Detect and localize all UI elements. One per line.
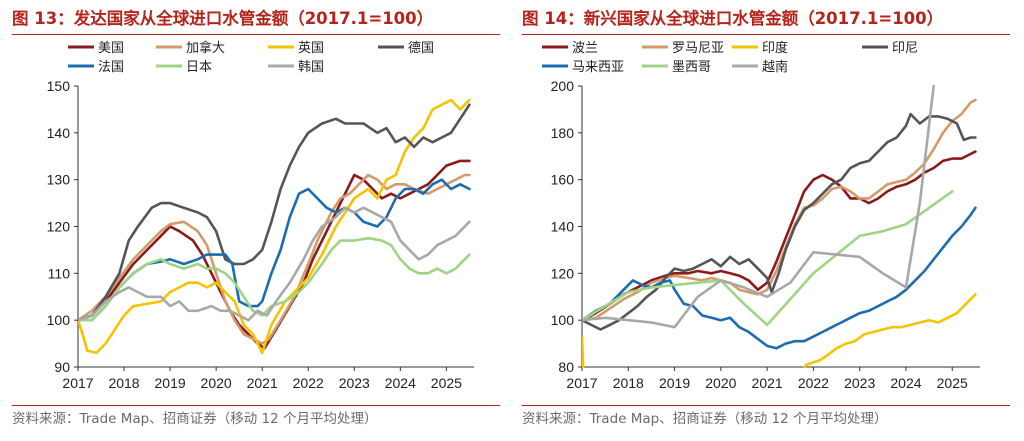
- source-note: 资料来源：Trade Map、招商证券（移动 12 个月平均处理）: [12, 411, 378, 427]
- chart-panel-emerging: 图 14：新兴国家从全球进口水管金额（2017.1=100） 80 100 120 1…: [522, 0, 1012, 441]
- y-tick-label: 100: [47, 312, 71, 328]
- chart-title: 图 13：发达国家从全球进口水管金额（2017.1=100）: [12, 9, 434, 28]
- y-tick-label: 140: [47, 125, 71, 141]
- y-tick-label: 200: [551, 78, 575, 94]
- y-tick-label: 180: [551, 125, 575, 141]
- series-group: [582, 85, 977, 368]
- x-tick-label: 2019: [659, 375, 690, 391]
- x-tick-label: 2017: [62, 375, 93, 391]
- chart-panel-developed: 图 13：发达国家从全球进口水管金额（2017.1=100） 90 100 110 1…: [12, 0, 502, 441]
- legend-item: 波兰: [542, 41, 598, 56]
- x-tick-label: 2021: [752, 375, 783, 391]
- x-tick-label: 2023: [844, 375, 875, 391]
- x-tick-label: 2017: [566, 375, 597, 391]
- series-line-罗马尼亚: [582, 98, 977, 322]
- x-tick-label: 2020: [201, 375, 232, 391]
- series-line-韩国: [78, 206, 471, 322]
- legend-label: 加拿大: [186, 40, 225, 56]
- legend-item: 越南: [732, 59, 788, 75]
- series-line-越南: [582, 85, 935, 329]
- chart-title: 图 14：新兴国家从全球进口水管金额（2017.1=100）: [522, 9, 944, 28]
- y-tick-label: 100: [551, 312, 575, 328]
- series-line-印度: [802, 293, 977, 368]
- legend-item: 日本: [156, 60, 212, 75]
- line-chart-developed: 90 100 110 120 130 140 150 2017 2018 2019 2020 2021…: [47, 40, 474, 391]
- line-chart-emerging: 80 100 120 140 160 180 200 2017 2018 2019 2020 2021…: [542, 40, 980, 391]
- legend-label: 罗马尼亚: [672, 41, 724, 56]
- y-tick-label: 90: [54, 359, 70, 375]
- legend-label: 日本: [186, 60, 212, 75]
- y-tick-label: 160: [551, 172, 575, 188]
- x-tick-label: 2019: [155, 375, 186, 391]
- legend-label: 美国: [98, 41, 124, 56]
- series-line-马来西亚: [582, 206, 977, 350]
- x-tick-label: 2018: [613, 375, 644, 391]
- x-tick-label: 2024: [890, 375, 921, 391]
- legend-item: 马来西亚: [542, 60, 624, 75]
- y-tick-label: 120: [551, 265, 575, 281]
- series-line-波兰: [582, 150, 977, 322]
- legend-label: 波兰: [572, 41, 598, 56]
- series-line-印尼: [582, 112, 977, 331]
- series-line-印度-start: [582, 336, 585, 368]
- series-group: [78, 98, 471, 355]
- source-divider: [522, 405, 1010, 406]
- x-tick-label: 2022: [798, 375, 829, 391]
- legend-label: 印尼: [892, 41, 918, 56]
- x-tick-label: 2024: [385, 375, 416, 391]
- legend-item: 加拿大: [156, 40, 225, 56]
- y-tick-label: 110: [48, 265, 71, 281]
- legend-label: 墨西哥: [672, 60, 711, 75]
- series-line-日本: [78, 236, 471, 322]
- legend-item: 德国: [378, 41, 434, 56]
- legend-item: 印尼: [862, 41, 918, 56]
- series-line-英国: [78, 98, 471, 355]
- x-tick-label: 2020: [705, 375, 736, 391]
- x-tick-label: 2025: [431, 375, 462, 391]
- y-tick-label: 80: [558, 359, 574, 375]
- legend-item: 罗马尼亚: [642, 41, 724, 56]
- title-divider: [522, 34, 1010, 35]
- y-tick-label: 140: [551, 219, 575, 235]
- legend-label: 印度: [762, 40, 788, 56]
- legend-item: 印度: [732, 40, 788, 56]
- source-note: 资料来源：Trade Map、招商证券（移动 12 个月平均处理）: [522, 411, 888, 427]
- legend-item: 英国: [268, 41, 324, 56]
- x-tick-label: 2022: [293, 375, 324, 391]
- x-tick-label: 2021: [247, 375, 278, 391]
- x-tick-label: 2018: [108, 375, 139, 391]
- series-line-德国: [78, 103, 471, 322]
- y-tick-label: 120: [47, 219, 71, 235]
- x-tick-label: 2023: [339, 375, 370, 391]
- legend-label: 法国: [98, 60, 124, 75]
- x-tick-label: 2025: [937, 375, 968, 391]
- legend-label: 韩国: [298, 60, 324, 75]
- legend-item: 韩国: [268, 60, 324, 75]
- legend-item: 美国: [68, 41, 124, 56]
- title-divider: [12, 34, 500, 35]
- legend-label: 马来西亚: [572, 60, 624, 75]
- y-tick-label: 130: [47, 172, 71, 188]
- legend-label: 德国: [408, 41, 434, 56]
- legend-item: 法国: [68, 60, 124, 75]
- y-tick-label: 150: [47, 78, 71, 94]
- legend-label: 越南: [762, 59, 788, 75]
- legend-label: 英国: [298, 41, 324, 56]
- series-line-墨西哥: [582, 190, 954, 327]
- source-divider: [12, 405, 500, 406]
- legend-item: 墨西哥: [642, 60, 711, 75]
